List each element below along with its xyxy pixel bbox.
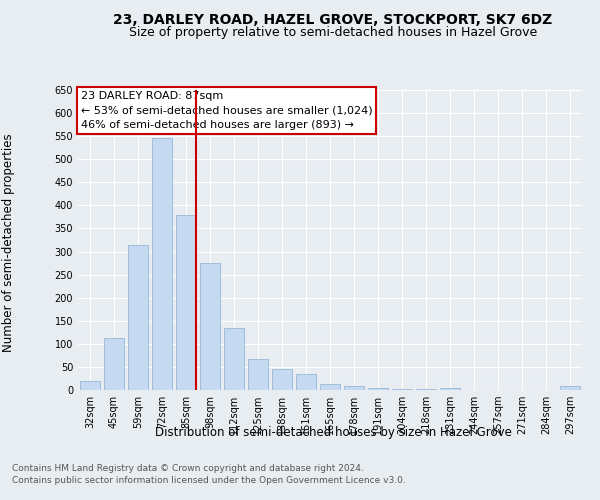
Text: Size of property relative to semi-detached houses in Hazel Grove: Size of property relative to semi-detach… [129, 26, 537, 39]
Bar [224, 328, 244, 390]
Text: 23, DARLEY ROAD, HAZEL GROVE, STOCKPORT, SK7 6DZ: 23, DARLEY ROAD, HAZEL GROVE, STOCKPORT,… [113, 12, 553, 26]
Bar [560, 386, 580, 390]
Bar [80, 381, 100, 390]
Text: Contains public sector information licensed under the Open Government Licence v3: Contains public sector information licen… [12, 476, 406, 485]
Bar [344, 386, 364, 390]
Bar [392, 388, 412, 390]
Text: Number of semi-detached properties: Number of semi-detached properties [2, 133, 16, 352]
Bar [272, 369, 292, 390]
Bar [104, 338, 124, 390]
Bar [248, 358, 268, 390]
Bar [320, 384, 340, 390]
Bar [440, 388, 460, 390]
Bar [128, 244, 148, 390]
Bar [416, 389, 436, 390]
Bar [152, 138, 172, 390]
Bar [296, 374, 316, 390]
Text: Contains HM Land Registry data © Crown copyright and database right 2024.: Contains HM Land Registry data © Crown c… [12, 464, 364, 473]
Bar [176, 214, 196, 390]
Bar [200, 263, 220, 390]
Text: 23 DARLEY ROAD: 87sqm
← 53% of semi-detached houses are smaller (1,024)
46% of s: 23 DARLEY ROAD: 87sqm ← 53% of semi-deta… [80, 90, 372, 130]
Text: Distribution of semi-detached houses by size in Hazel Grove: Distribution of semi-detached houses by … [155, 426, 511, 439]
Bar [368, 388, 388, 390]
